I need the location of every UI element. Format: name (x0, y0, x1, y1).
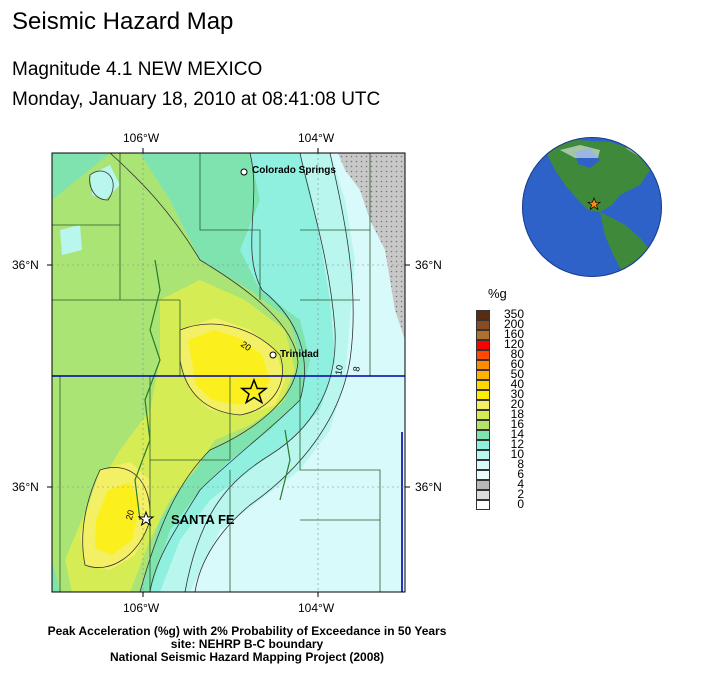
top-lon-label: 104°W (298, 131, 335, 145)
legend-label: 0 (517, 497, 524, 511)
legend-label: 50 (510, 367, 524, 381)
legend-swatch (476, 310, 490, 320)
legend-swatch (476, 440, 490, 450)
legend-swatch (476, 430, 490, 440)
legend-label: 120 (503, 337, 524, 351)
legend-swatch (476, 390, 490, 400)
legend-label: 18 (510, 407, 524, 421)
right-lat-label: 36°N (415, 258, 442, 272)
hazard-contours (52, 153, 405, 592)
legend-label: 20 (510, 397, 524, 411)
legend-label: 60 (510, 357, 524, 371)
legend-swatch (476, 350, 490, 360)
legend-label: 80 (510, 347, 524, 361)
legend-swatch (476, 340, 490, 350)
legend-label: 40 (510, 377, 524, 391)
legend-swatch (476, 380, 490, 390)
legend-swatch (476, 460, 490, 470)
place-santa-fe: SANTA FE (171, 512, 235, 527)
legend-title: %g (488, 286, 507, 301)
legend-swatch (476, 420, 490, 430)
legend-swatch (476, 410, 490, 420)
right-lat-label: 36°N (415, 480, 442, 494)
legend-label: 16 (510, 417, 524, 431)
globe-epicenter-star (586, 196, 602, 211)
left-lat-label: 36°N (12, 480, 39, 494)
map-caption: Peak Acceleration (%g) with 2% Probabili… (0, 625, 494, 664)
place-colorado-springs: Colorado Springs (252, 165, 336, 176)
legend-label: 4 (517, 477, 524, 491)
legend-swatch (476, 470, 490, 480)
legend-label: 14 (510, 427, 524, 441)
legend-label: 10 (510, 447, 524, 461)
legend-swatch (476, 320, 490, 330)
legend-swatch (476, 330, 490, 340)
legend-label: 350 (503, 307, 524, 321)
contour-label: 10 (333, 364, 345, 376)
event-magnitude-location: Magnitude 4.1 NEW MEXICO (12, 59, 263, 80)
left-lat-label: 36°N (12, 258, 39, 272)
legend-swatch (476, 400, 490, 410)
bottom-lon-label: 104°W (298, 601, 335, 615)
page-title: Seismic Hazard Map (12, 8, 234, 35)
globe-locator (522, 137, 662, 277)
legend-label: 30 (510, 387, 524, 401)
legend-swatch (476, 480, 490, 490)
legend-label: 200 (503, 317, 524, 331)
legend-label: 8 (517, 457, 524, 471)
trinidad-marker (269, 351, 277, 359)
legend-label: 2 (517, 487, 524, 501)
bottom-lon-label: 106°W (123, 601, 160, 615)
caption-line: National Seismic Hazard Mapping Project … (109, 650, 385, 664)
legend-label: 12 (510, 437, 524, 451)
legend-swatch (476, 500, 490, 510)
legend-swatch (476, 450, 490, 460)
legend-swatch (476, 490, 490, 500)
legend-swatch (476, 370, 490, 380)
legend-label: 160 (503, 327, 524, 341)
legend-swatch (476, 360, 490, 370)
place-trinidad: Trinidad (280, 349, 319, 360)
epicenter-star (239, 377, 269, 405)
caption-line: Peak Acceleration (%g) with 2% Probabili… (47, 624, 447, 638)
top-lon-label: 106°W (123, 131, 160, 145)
legend-label: 6 (517, 467, 524, 481)
caption-line: site: NEHRP B-C boundary (170, 637, 324, 651)
santa-fe-star (137, 510, 155, 527)
event-datetime: Monday, January 18, 2010 at 08:41:08 UTC (12, 89, 381, 110)
colorado-springs-marker (240, 168, 248, 176)
